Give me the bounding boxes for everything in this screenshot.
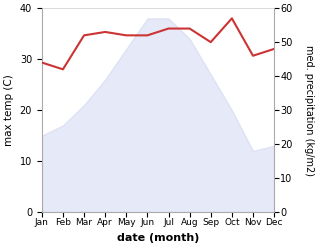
Y-axis label: max temp (C): max temp (C) [4,74,14,146]
Y-axis label: med. precipitation (kg/m2): med. precipitation (kg/m2) [304,45,314,176]
X-axis label: date (month): date (month) [117,233,199,243]
